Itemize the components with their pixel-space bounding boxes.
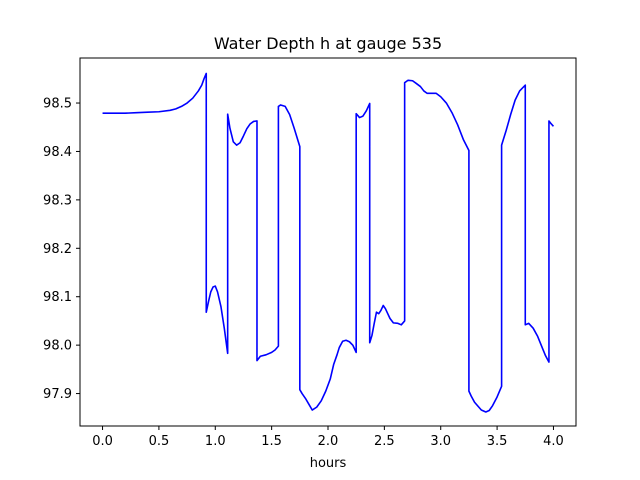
y-tick-label: 98.5: [43, 97, 72, 112]
x-tick-label: 3.0: [430, 434, 451, 449]
series-line-water-depth: [102, 72, 555, 413]
chart-title: Water Depth h at gauge 535: [214, 34, 442, 53]
x-tick-label: 1.5: [261, 434, 282, 449]
x-tick-label: 2.5: [374, 434, 395, 449]
x-tick-label: 1.0: [205, 434, 226, 449]
x-tick-label: 4.0: [543, 434, 564, 449]
y-tick-label: 98.0: [43, 339, 72, 354]
x-tick-label: 2.0: [318, 434, 339, 449]
y-tick-label: 97.9: [43, 387, 72, 402]
y-tick-label: 98.3: [43, 193, 72, 208]
x-tick-label: 0.5: [149, 434, 170, 449]
x-tick-label: 3.5: [487, 434, 508, 449]
x-axis-label: hours: [310, 456, 347, 471]
y-tick-label: 98.2: [43, 242, 72, 257]
plot-frame: [79, 57, 577, 427]
x-tick-label: 0.0: [92, 434, 113, 449]
y-tick-label: 98.1: [43, 290, 72, 305]
axis-ticks: 0.0 0.5 1.0 1.5 2.0 2.5 3.0 3.5 4.0 97.9 98.0 98.1 9…: [43, 97, 564, 449]
y-tick-label: 98.4: [43, 145, 72, 160]
